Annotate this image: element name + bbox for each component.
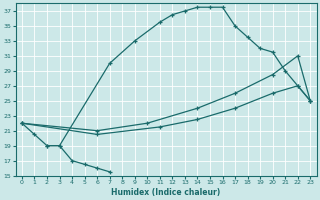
X-axis label: Humidex (Indice chaleur): Humidex (Indice chaleur)	[111, 188, 221, 197]
